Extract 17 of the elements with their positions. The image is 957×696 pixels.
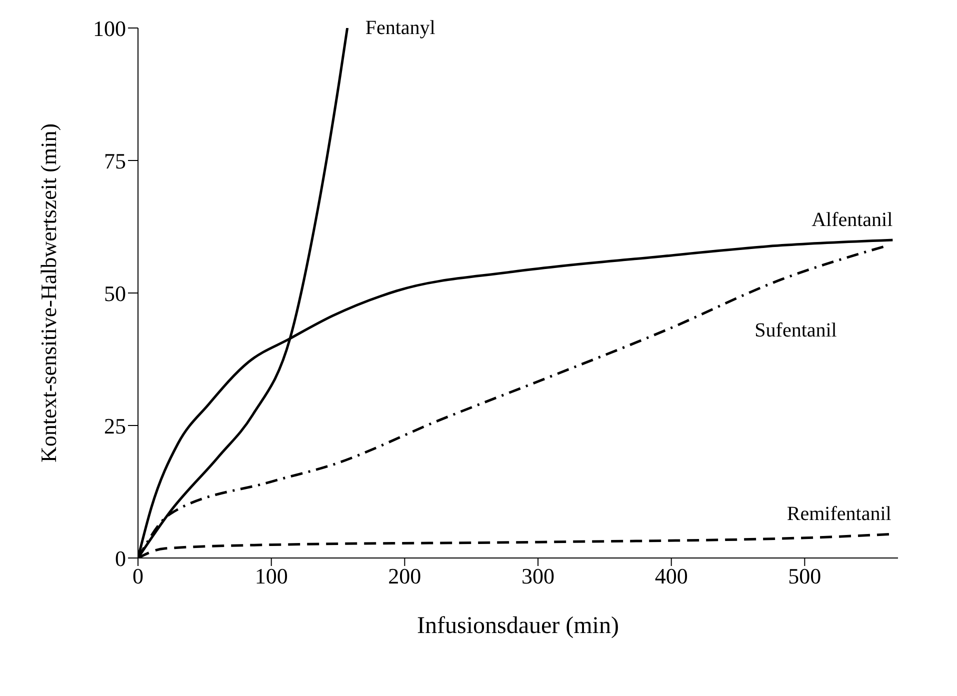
y-tick-label: 25 (104, 413, 126, 438)
x-tick-label: 0 (132, 564, 144, 589)
y-tick-label: 50 (104, 280, 126, 306)
x-axis-title: Infusionsdauer (min) (417, 613, 619, 639)
series-label: Fentanyl (365, 17, 436, 39)
y-axis-title: Kontext-sensitive-Halbwertszeit (min) (36, 123, 61, 463)
x-tick-label: 200 (388, 564, 422, 589)
x-tick-label: 300 (522, 564, 554, 589)
x-tick-label: 500 (788, 564, 822, 589)
y-tick-label: 75 (104, 148, 126, 174)
series-label: Remifentanil (786, 503, 892, 526)
series-label: Alfentanil (812, 209, 894, 231)
x-tick-label: 400 (654, 564, 688, 589)
series-label: Sufentanil (754, 319, 838, 342)
x-tick-label: 100 (254, 564, 288, 589)
y-tick-label: 100 (93, 16, 126, 41)
y-tick-label: 0 (115, 546, 126, 571)
